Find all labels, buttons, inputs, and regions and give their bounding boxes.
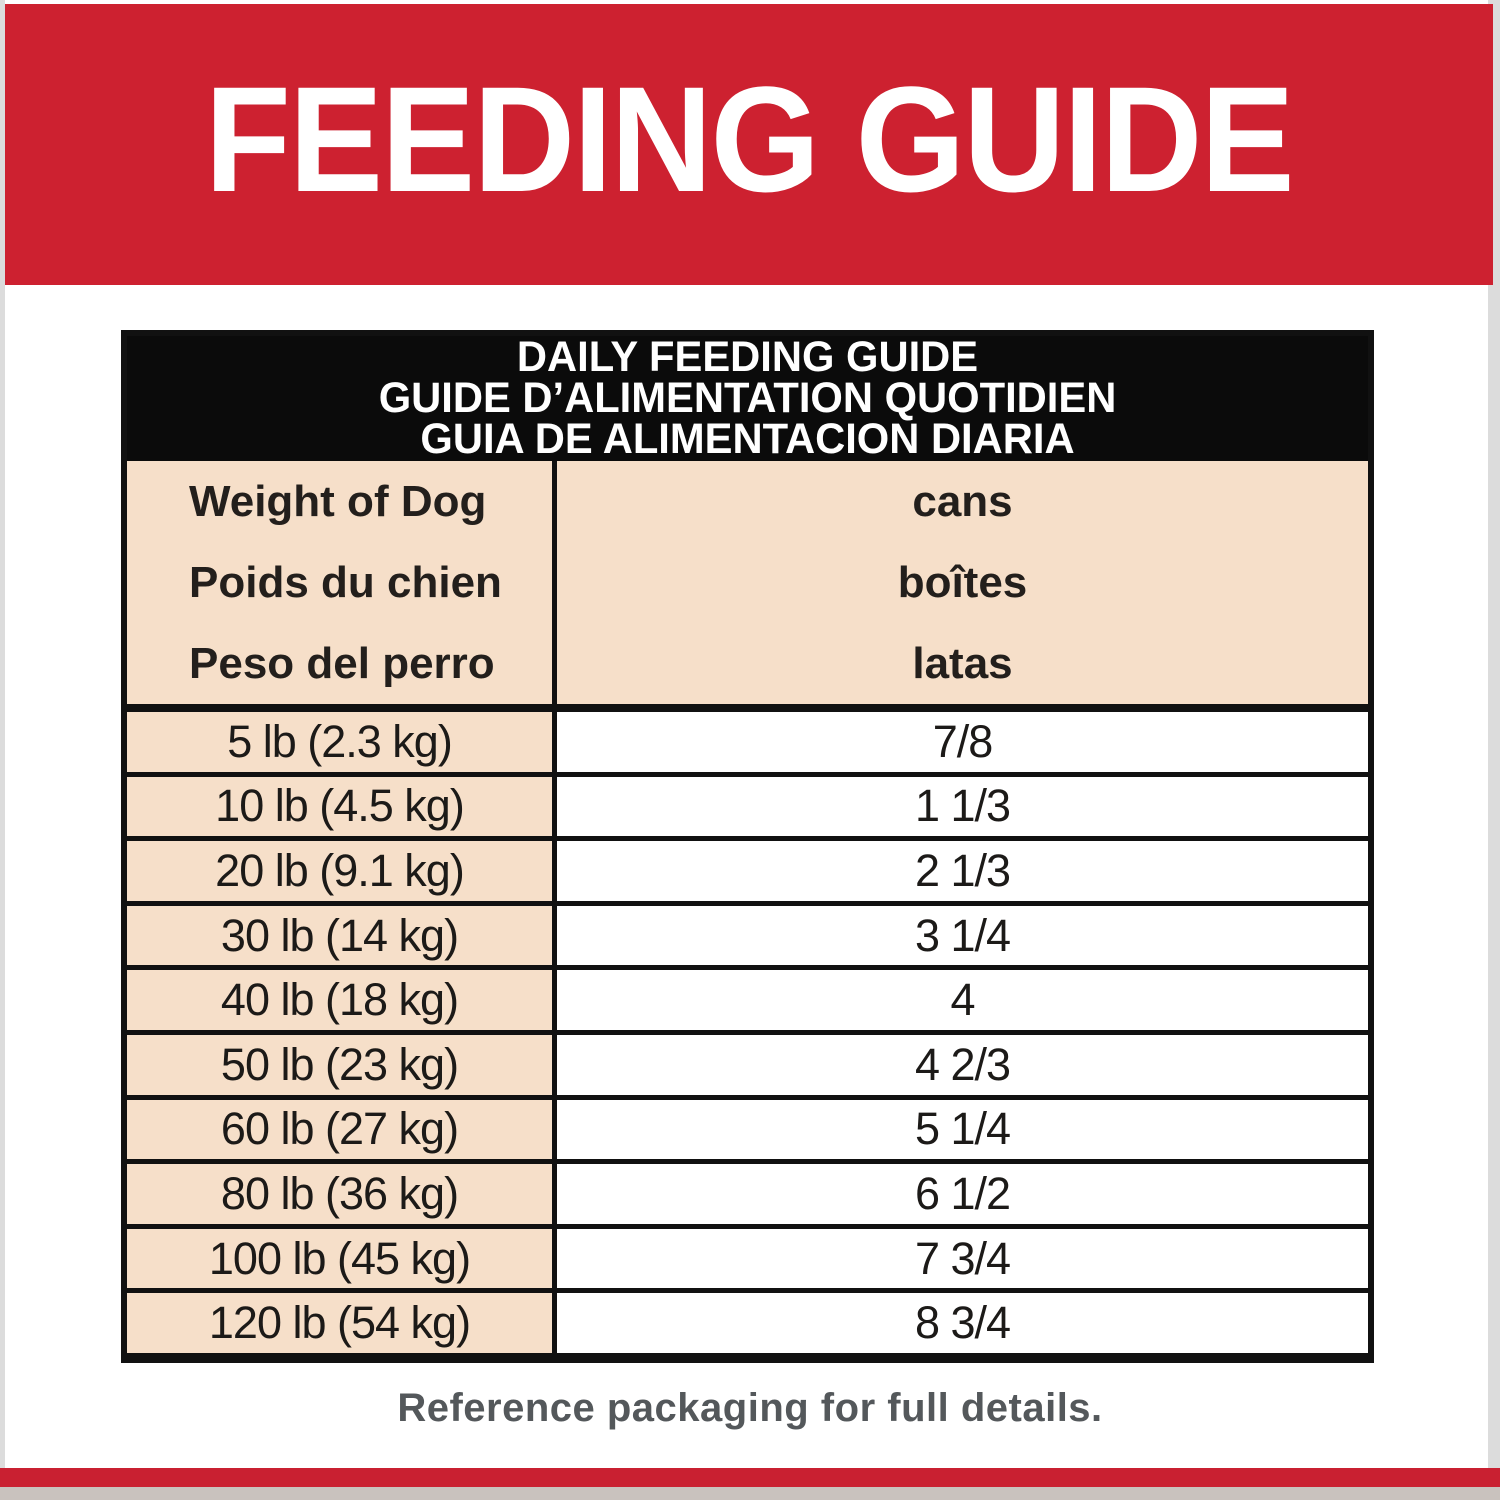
left-edge-strip: [0, 0, 5, 1488]
weight-cell: 60 lb (27 kg): [127, 1099, 557, 1160]
table-row: 20 lb (9.1 kg) 2 1/3: [127, 841, 1368, 906]
bottom-red-bar: [0, 1468, 1500, 1487]
cans-cell: 5 1/4: [557, 1099, 1368, 1160]
table-title-es: GUIA DE ALIMENTACION DIARIA: [420, 415, 1075, 463]
cans-column-header: cans boîtes latas: [557, 461, 1368, 704]
cans-cell: 4 2/3: [557, 1034, 1368, 1095]
weight-cell: 50 lb (23 kg): [127, 1034, 557, 1095]
weight-header-fr: Poids du chien: [189, 558, 502, 607]
cans-cell: 3 1/4: [557, 905, 1368, 966]
table-row: 5 lb (2.3 kg) 7/8: [127, 712, 1368, 777]
cans-header-en: cans: [912, 477, 1013, 526]
table-header-row: Weight of Dog Poids du chien Peso del pe…: [127, 461, 1368, 712]
bottom-gray-strip: [0, 1487, 1500, 1500]
table-title-band: DAILY FEEDING GUIDE GUIDE D’ALIMENTATION…: [127, 336, 1368, 461]
cans-cell: 7 3/4: [557, 1228, 1368, 1289]
table-row: 60 lb (27 kg) 5 1/4: [127, 1099, 1368, 1165]
weight-column-header: Weight of Dog Poids du chien Peso del pe…: [127, 461, 557, 704]
daily-feeding-table: DAILY FEEDING GUIDE GUIDE D’ALIMENTATION…: [121, 330, 1374, 1363]
weight-cell: 10 lb (4.5 kg): [127, 776, 557, 837]
table-row: 10 lb (4.5 kg) 1 1/3: [127, 776, 1368, 842]
weight-cell: 5 lb (2.3 kg): [127, 712, 557, 772]
table-body: 5 lb (2.3 kg) 7/8 10 lb (4.5 kg) 1 1/3 20 lb…: [127, 712, 1368, 1353]
table-row: 50 lb (23 kg) 4 2/3: [127, 1034, 1368, 1100]
table-row: 40 lb (18 kg) 4: [127, 970, 1368, 1035]
table-row: 30 lb (14 kg) 3 1/4: [127, 905, 1368, 971]
cans-cell: 2 1/3: [557, 841, 1368, 901]
footer-note: Reference packaging for full details.: [397, 1386, 1103, 1430]
cans-cell: 7/8: [557, 712, 1368, 772]
table-row: 100 lb (45 kg) 7 3/4: [127, 1228, 1368, 1294]
cans-cell: 8 3/4: [557, 1293, 1368, 1353]
page-title: FEEDING GUIDE: [204, 55, 1295, 223]
feeding-guide-banner: FEEDING GUIDE: [5, 4, 1493, 285]
weight-cell: 120 lb (54 kg): [127, 1293, 557, 1353]
table-row: 120 lb (54 kg) 8 3/4: [127, 1293, 1368, 1353]
table-title-en: DAILY FEEDING GUIDE: [516, 333, 979, 381]
weight-cell: 80 lb (36 kg): [127, 1164, 557, 1224]
right-edge-strip: [1488, 0, 1500, 1488]
cans-header-fr: boîtes: [897, 558, 1028, 607]
cans-cell: 4: [557, 970, 1368, 1030]
weight-cell: 20 lb (9.1 kg): [127, 841, 557, 901]
weight-header-es: Peso del perro: [189, 639, 495, 688]
weight-cell: 30 lb (14 kg): [127, 905, 557, 966]
table-title-fr: GUIDE D’ALIMENTATION QUOTIDIEN: [378, 374, 1117, 422]
weight-cell: 40 lb (18 kg): [127, 970, 557, 1030]
cans-cell: 1 1/3: [557, 776, 1368, 837]
weight-cell: 100 lb (45 kg): [127, 1228, 557, 1289]
table-row: 80 lb (36 kg) 6 1/2: [127, 1164, 1368, 1229]
weight-header-en: Weight of Dog: [189, 477, 487, 526]
cans-header-es: latas: [912, 639, 1013, 688]
cans-cell: 6 1/2: [557, 1164, 1368, 1224]
